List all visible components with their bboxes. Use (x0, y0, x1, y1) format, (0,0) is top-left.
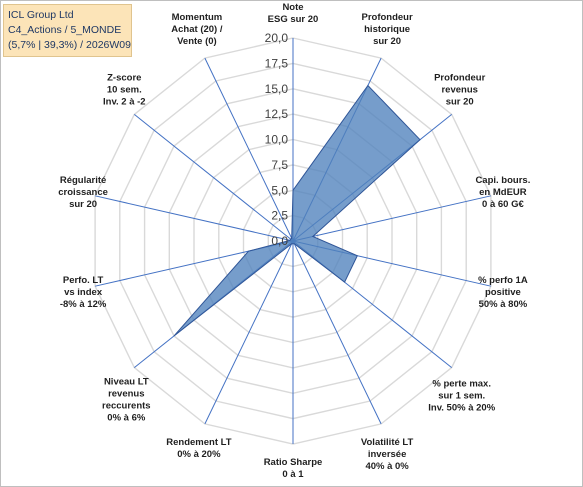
axis-label-13: Momentum Achat (20) / Vente (0) (171, 12, 223, 47)
axis-label-11: Régularité croissance sur 20 (58, 175, 108, 210)
axis-label-5: % perte max. sur 1 sem. Inv. 50% à 20% (428, 379, 495, 414)
axis-label-10: Perfo. LT vs index -8% à 12% (60, 275, 107, 310)
tick-label-4: 10,0 (265, 133, 289, 147)
axis-label-9: Niveau LT revenus reccurents 0% à 6% (102, 377, 151, 424)
title-company: ICL Group Ltd (8, 9, 74, 21)
axis-spoke-8 (204, 240, 294, 425)
chart-title-box: ICL Group Ltd C4_Actions / 5_MONDE (5,7%… (3, 4, 132, 57)
tick-label-3: 7,5 (271, 158, 288, 172)
axis-label-12: Z-score 10 sem. Inv. 2 à -2 (103, 72, 146, 107)
axis-label-2: Profondeur revenus sur 20 (434, 72, 485, 107)
radar-axis-labels: Note ESG sur 20 Profondeur historique sur 20… (58, 2, 530, 480)
series-area (173, 84, 421, 337)
axis-label-0: Note ESG sur 20 (268, 2, 319, 25)
tick-label-8: 20,0 (265, 31, 289, 45)
tick-label-0: 0,0 (271, 234, 288, 248)
axis-spoke-12 (133, 114, 294, 242)
axis-spoke-6 (292, 240, 382, 425)
tick-label-2: 5,0 (271, 183, 288, 197)
tick-label-5: 12,5 (265, 107, 289, 121)
tick-label-1: 2,5 (271, 209, 288, 223)
axis-label-1: Profondeur historique sur 20 (361, 12, 412, 47)
axis-label-8: Rendement LT 0% à 20% (166, 437, 231, 460)
axis-spoke-11 (94, 195, 294, 242)
title-category: C4_Actions / 5_MONDE (8, 24, 122, 36)
axis-spoke-3 (292, 195, 492, 242)
radar-series (173, 84, 421, 337)
tick-label-6: 15,0 (265, 82, 289, 96)
tick-label-7: 17,5 (265, 56, 289, 70)
axis-spoke-13 (204, 57, 294, 242)
axis-label-7: Ratio Sharpe 0 à 1 (264, 457, 323, 480)
axis-label-3: Capi. bours. en MdEUR 0 à 60 G€ (475, 175, 530, 210)
radar-tick-labels: 0,0 2,5 5,0 7,5 10,0 12,5 15,0 17,5 20,0 (265, 31, 289, 248)
axis-label-6: Volatilité LT inversée 40% à 0% (361, 437, 414, 472)
title-period: (5,7% | 39,3%) / 2026W09 (8, 39, 131, 51)
axis-label-4: % perfo 1A positive 50% à 80% (478, 275, 528, 310)
